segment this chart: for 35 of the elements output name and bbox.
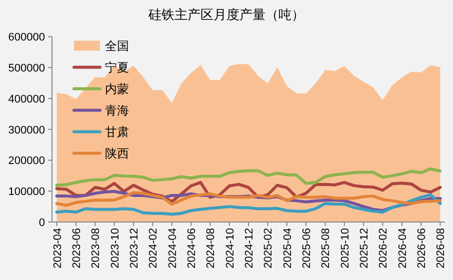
- x-tick-label: 2025-10: [339, 228, 352, 268]
- x-tick-label: 2024-08: [205, 228, 218, 268]
- x-tick-label: 2026-06: [416, 228, 428, 268]
- x-tick-label: 2026-02: [378, 228, 390, 268]
- x-tick-label: 2024-06: [186, 228, 198, 268]
- y-tick-label: 600000: [8, 32, 45, 44]
- x-tick-label: 2026-08: [435, 228, 448, 268]
- x-tick-label: 2026-04: [396, 228, 409, 268]
- legend-label: 青海: [105, 104, 129, 118]
- x-tick-label: 2023-10: [109, 228, 122, 268]
- chart-title: 硅铁主产区月度产量（吨）: [148, 7, 304, 22]
- x-tick-label: 2025-06: [301, 228, 314, 268]
- x-tick-label: 2023-12: [128, 228, 140, 268]
- y-tick-label: 500000: [8, 62, 45, 75]
- legend-label: 陕西: [105, 146, 129, 161]
- x-tick-label: 2025-02: [262, 228, 275, 268]
- x-tick-label: 2023-06: [70, 228, 83, 268]
- legend-label: 内蒙: [105, 82, 129, 96]
- x-tick-label: 2024-04: [166, 228, 179, 268]
- x-tick-label: 2025-04: [282, 228, 294, 268]
- x-tick-label: 2024-02: [148, 228, 160, 268]
- x-tick-label: 2025-12: [358, 228, 371, 268]
- y-tick-label: 400000: [8, 93, 45, 106]
- y-tick-label: 200000: [8, 155, 45, 168]
- x-tick-label: 2024-12: [244, 228, 256, 268]
- y-tick-label: 300000: [8, 124, 45, 136]
- legend-label: 宁夏: [105, 60, 129, 75]
- legend-label: 全国: [105, 39, 129, 54]
- x-tick-label: 2025-08: [320, 228, 332, 268]
- y-tick-label: 100000: [8, 186, 45, 198]
- x-tick-label: 2023-08: [90, 228, 102, 268]
- y-tick-label: 0: [38, 217, 45, 229]
- x-tick-label: 2023-04: [52, 228, 64, 268]
- x-tick-label: 2024-10: [224, 228, 236, 268]
- legend-label: 甘肃: [105, 125, 129, 140]
